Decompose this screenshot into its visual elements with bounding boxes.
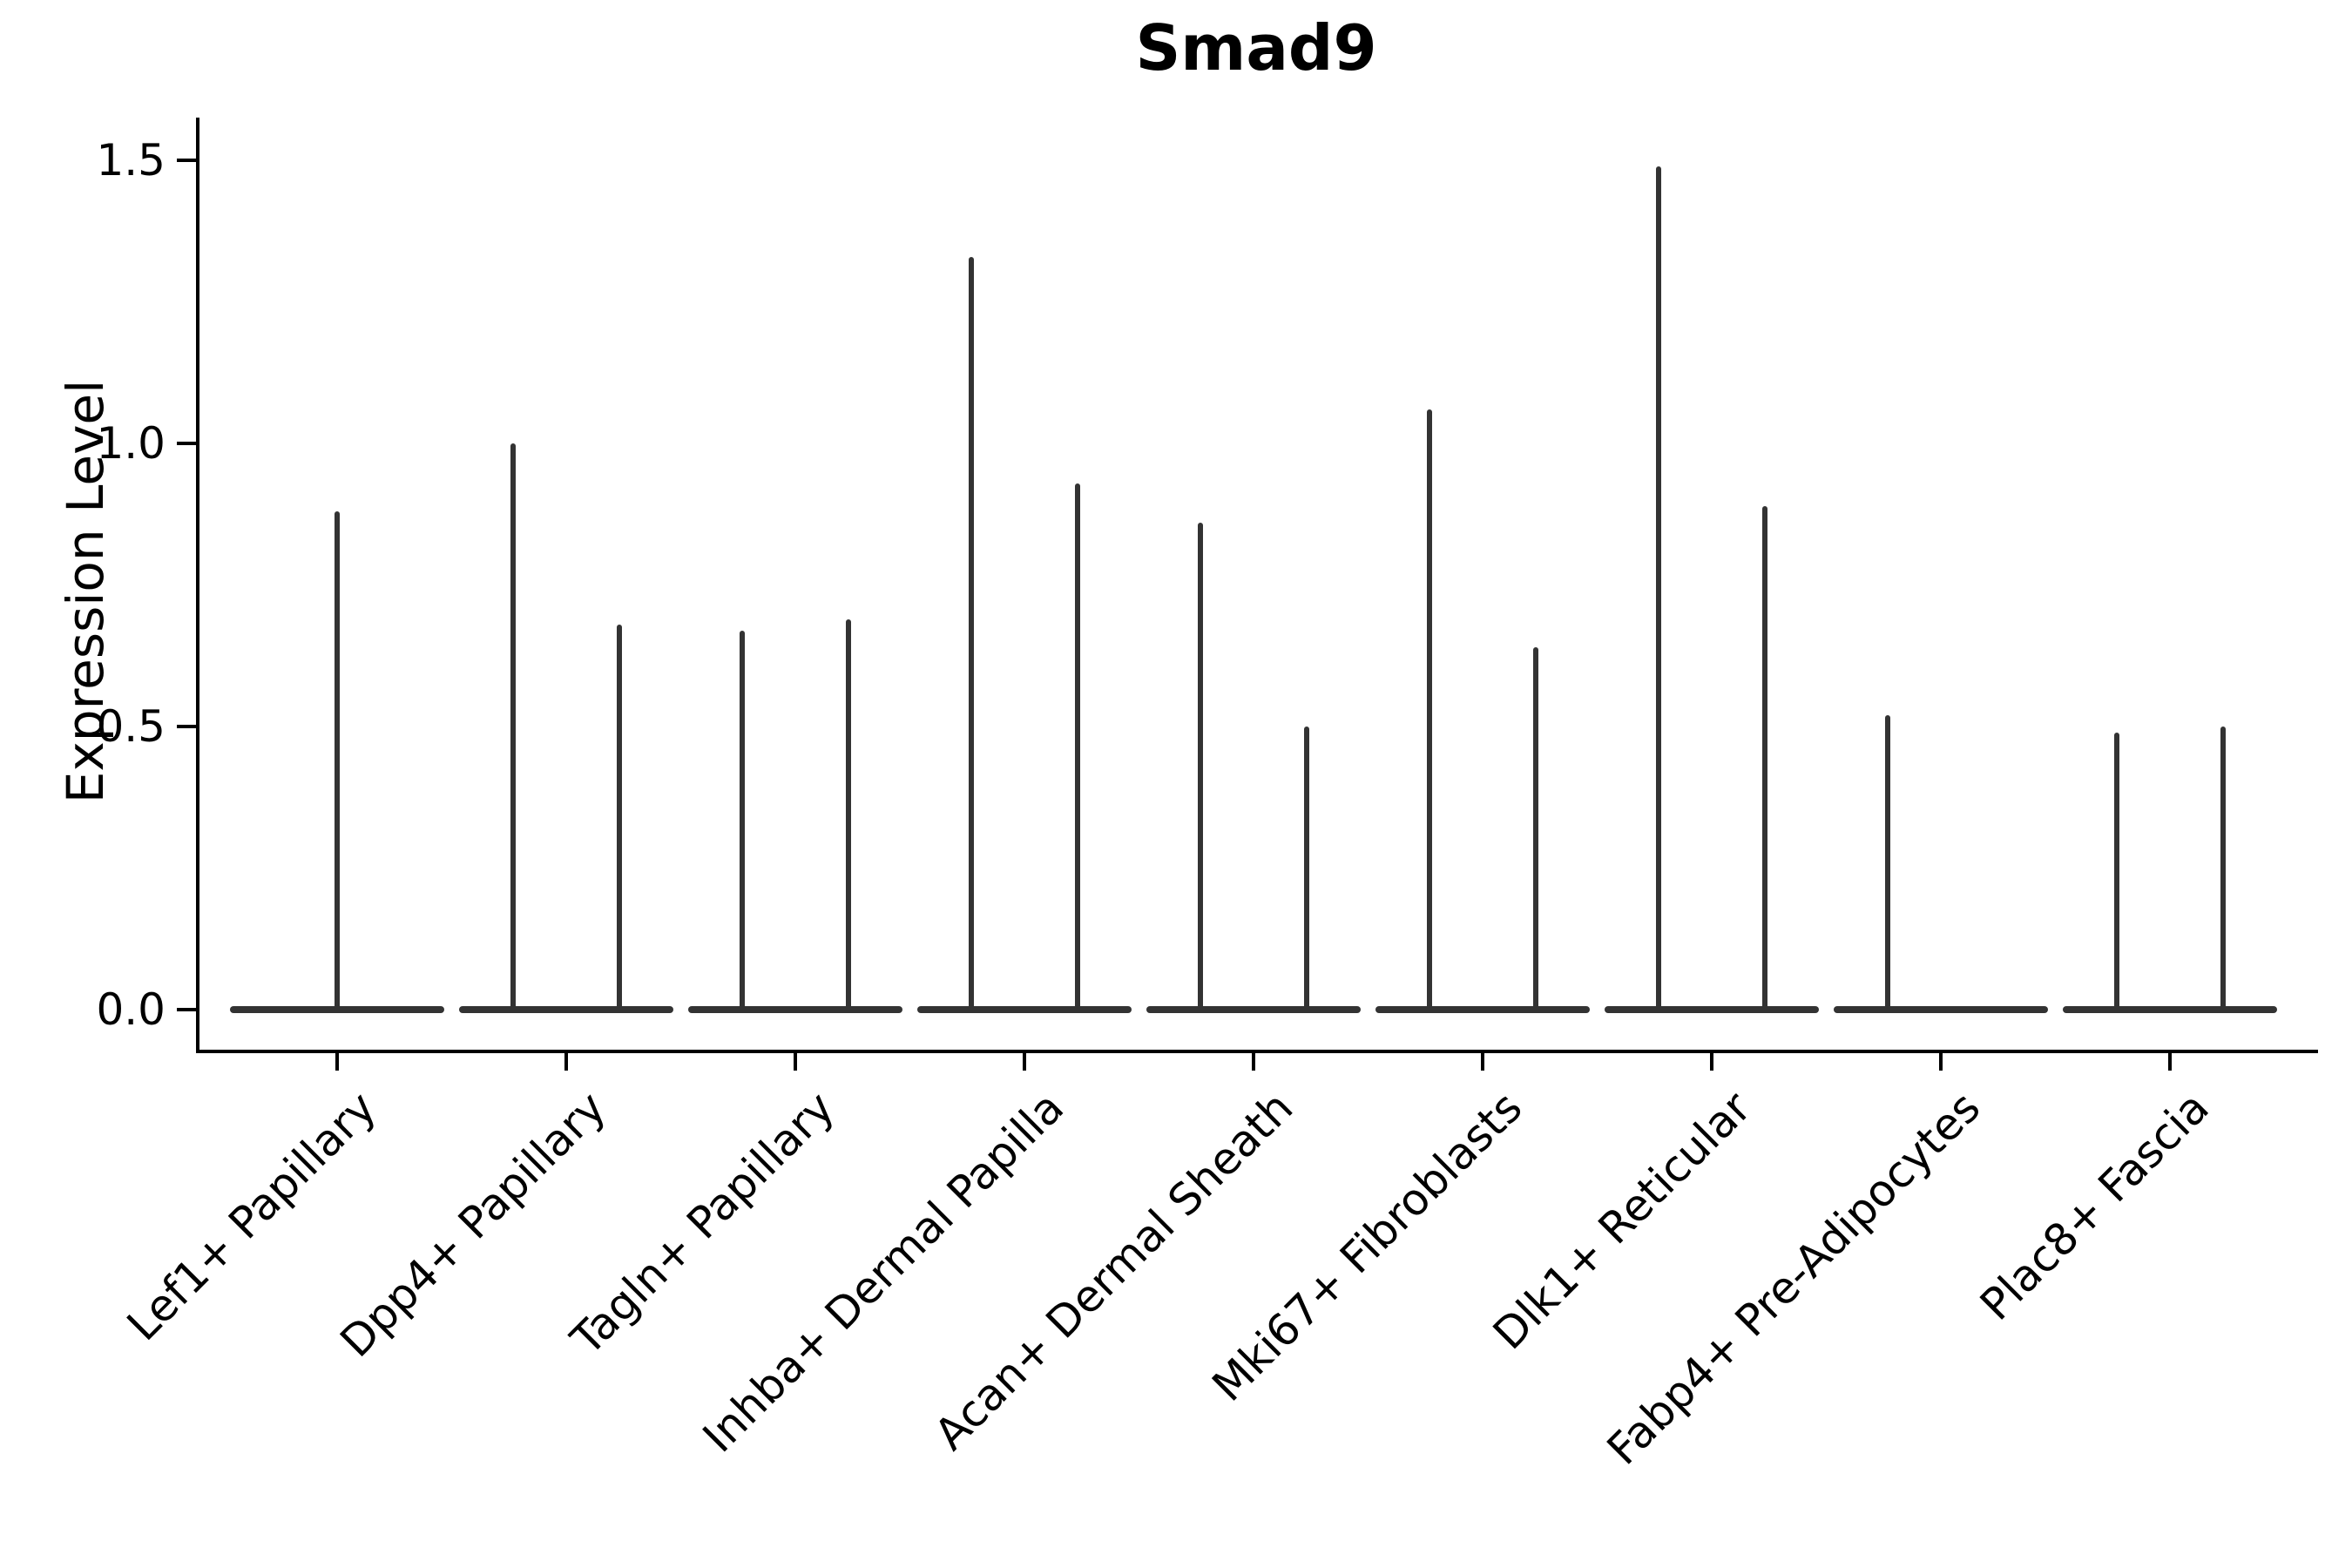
x-tick-mark [1481, 1053, 1484, 1071]
violin-base [459, 1006, 673, 1013]
violin-spike [510, 443, 516, 1011]
x-tick-mark [794, 1053, 797, 1071]
y-tick-mark [177, 725, 196, 728]
x-tick-label: Plac8+ Fascia [1970, 1082, 2220, 1330]
x-tick-mark [1023, 1053, 1026, 1071]
x-axis-spine [196, 1050, 2318, 1053]
x-tick-label: Lef1+ Papillary [118, 1082, 387, 1351]
violin-spike [1656, 166, 1661, 1011]
violin-spike [969, 256, 974, 1011]
x-tick-label: Fabp4+ Pre-Adipocytes [1597, 1082, 1990, 1475]
violin-base [1146, 1006, 1361, 1013]
violin-spike [846, 618, 851, 1011]
y-axis-spine [196, 118, 199, 1053]
x-tick-mark [335, 1053, 339, 1071]
violin-base [1834, 1006, 2048, 1013]
x-tick-label: Dlk1+ Reticular [1484, 1082, 1761, 1360]
violin-spike [1427, 409, 1432, 1011]
violin-spike [617, 625, 622, 1011]
violin-spike [1304, 727, 1309, 1011]
violin-base [688, 1006, 902, 1013]
violin-spike [1762, 505, 1767, 1011]
y-tick-mark [177, 159, 196, 162]
violin-base [1375, 1006, 1590, 1013]
violin-base [2063, 1006, 2277, 1013]
violin-spike [1885, 715, 1890, 1011]
y-tick-mark [177, 442, 196, 445]
y-axis-label: Expression Level [56, 379, 115, 804]
violin-spike [740, 630, 745, 1011]
chart-title: Smad9 [1135, 11, 1377, 84]
violin-spike [2114, 732, 2119, 1011]
y-tick-label: 1.0 [96, 418, 166, 469]
x-tick-mark [1710, 1053, 1713, 1071]
x-tick-mark [1939, 1053, 1943, 1071]
x-tick-mark [564, 1053, 568, 1071]
violin-spike [2220, 727, 2226, 1011]
violin-spike [1533, 647, 1538, 1011]
y-tick-mark [177, 1008, 196, 1011]
violin-base [917, 1006, 1132, 1013]
x-tick-mark [2168, 1053, 2172, 1071]
violin-spike [335, 511, 340, 1011]
y-tick-label: 0.5 [96, 701, 166, 752]
violin-spike [1198, 523, 1203, 1011]
x-tick-mark [1252, 1053, 1255, 1071]
violin-base [1605, 1006, 1819, 1013]
violin-spike [1075, 483, 1080, 1011]
y-tick-label: 0.0 [96, 984, 166, 1035]
y-tick-label: 1.5 [96, 135, 166, 186]
